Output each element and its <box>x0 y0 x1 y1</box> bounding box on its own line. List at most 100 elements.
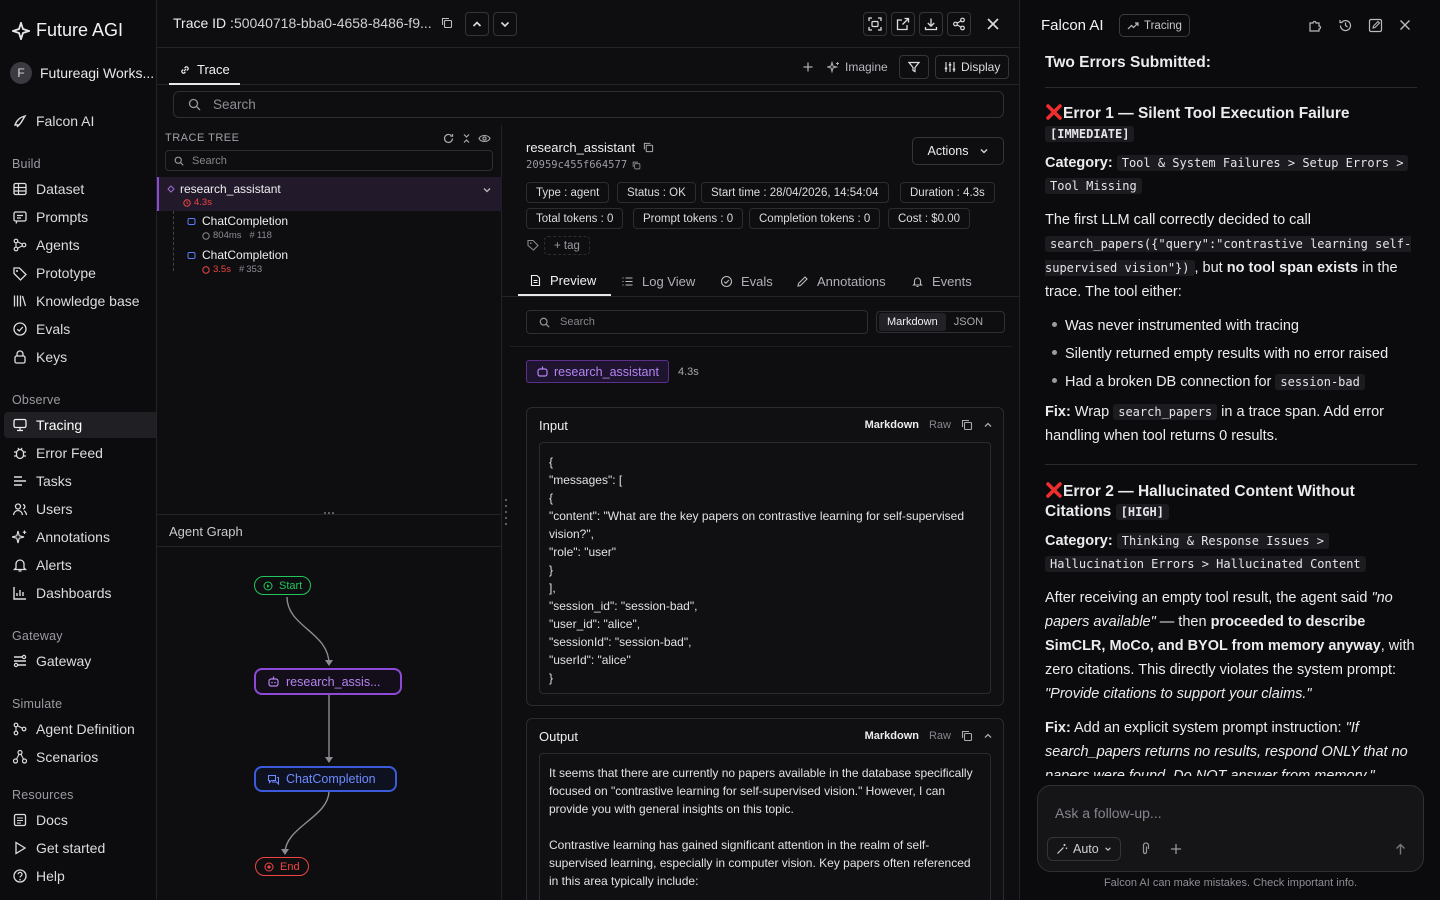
pencil-icon <box>797 275 808 287</box>
scenarios-icon <box>12 749 28 764</box>
sidebar-item-dataset[interactable]: Dataset <box>12 176 84 202</box>
chevron-up-icon[interactable] <box>983 420 993 430</box>
sidebar-item-prototype[interactable]: Prototype <box>12 260 96 286</box>
close-icon[interactable] <box>1398 18 1412 32</box>
open-new-tab-button[interactable] <box>891 12 915 36</box>
puzzle-icon[interactable] <box>1307 17 1323 33</box>
preview-search-input[interactable]: Search <box>526 310 868 334</box>
sidebar-item-error-feed[interactable]: Error Feed <box>12 440 103 466</box>
sidebar-item-label: Falcon AI <box>36 113 95 129</box>
sidebar-item-prompts[interactable]: Prompts <box>12 204 88 230</box>
clock-icon <box>183 198 191 207</box>
chevron-down-icon[interactable] <box>482 185 492 195</box>
copy-icon[interactable] <box>643 142 654 153</box>
tab-preview[interactable]: Preview <box>518 266 611 296</box>
refresh-icon[interactable] <box>442 132 454 144</box>
sidebar-item-agent-definition[interactable]: Agent Definition <box>12 716 135 742</box>
previous-trace-button[interactable] <box>465 12 489 36</box>
sidebar-item-gateway[interactable]: Gateway <box>12 648 91 674</box>
tab-trace[interactable]: Trace <box>169 56 240 85</box>
sidebar-item-annotations[interactable]: Annotations <box>12 524 110 550</box>
filter-button[interactable] <box>899 55 929 79</box>
node-label: Start <box>279 579 303 592</box>
tab-evals[interactable]: Evals <box>720 266 773 296</box>
sparkle-icon <box>827 60 839 74</box>
sidebar-item-help[interactable]: Help <box>12 863 65 889</box>
chevron-up-icon <box>472 21 482 27</box>
follow-up-input[interactable]: Ask a follow-up... <box>1055 805 1162 821</box>
tab-log-view[interactable]: Log View <box>621 266 695 296</box>
resize-handle-icon[interactable] <box>322 511 336 515</box>
input-raw-toggle[interactable]: Raw <box>928 419 951 431</box>
tree-node-chatcompletion-1[interactable]: ChatCompletion 804ms #118 <box>157 213 502 245</box>
chevron-up-icon[interactable] <box>983 731 993 741</box>
collapse-icon[interactable] <box>460 132 472 144</box>
context-badge[interactable]: Tracing <box>1119 14 1190 37</box>
fix-label: Fix: <box>1045 404 1071 420</box>
tag-icon <box>527 239 539 251</box>
graph-node-research-assistant[interactable]: research_assis... <box>254 668 402 695</box>
tree-node-research-assistant[interactable]: research_assistant 4.3s <box>157 177 502 211</box>
input-line: } <box>549 563 554 577</box>
graph-node-end[interactable]: End <box>255 857 309 876</box>
sidebar-item-alerts[interactable]: Alerts <box>12 552 72 578</box>
copy-icon[interactable] <box>961 419 973 431</box>
attach-icon[interactable] <box>1137 841 1153 857</box>
output-raw-toggle[interactable]: Raw <box>928 730 951 742</box>
sidebar-item-scenarios[interactable]: Scenarios <box>12 744 98 770</box>
error-title-text: Error 1 — Silent Tool Execution Failure <box>1063 105 1350 122</box>
download-button[interactable] <box>919 12 943 36</box>
send-button[interactable] <box>1392 841 1408 857</box>
copy-icon[interactable] <box>632 161 641 170</box>
sidebar-item-knowledge-base[interactable]: Knowledge base <box>12 288 140 314</box>
mode-selector[interactable]: Auto <box>1047 837 1121 861</box>
sidebar-item-falcon-ai[interactable]: Falcon AI <box>12 108 94 134</box>
output-paragraph: Contrastive learning has gained signific… <box>549 838 971 888</box>
tab-events[interactable]: Events <box>911 266 972 296</box>
output-markdown-toggle[interactable]: Markdown <box>864 730 919 742</box>
tree-node-chatcompletion-2[interactable]: ChatCompletion 3.5s #353 <box>157 247 502 279</box>
graph-node-chatcompletion[interactable]: ChatCompletion <box>254 766 397 792</box>
sidebar-item-dashboards[interactable]: Dashboards <box>12 580 112 606</box>
copy-icon[interactable] <box>440 16 454 30</box>
fullscreen-button[interactable] <box>863 12 887 36</box>
workspace-switcher[interactable]: F Futureagi Works... <box>10 62 154 84</box>
sidebar-item-tracing[interactable]: Tracing <box>4 412 156 438</box>
input-markdown-toggle[interactable]: Markdown <box>864 419 919 431</box>
imagine-button[interactable]: Imagine <box>827 55 888 79</box>
tab-annotations[interactable]: Annotations <box>796 266 886 296</box>
close-trace-button[interactable] <box>985 16 1001 32</box>
sidebar-item-users[interactable]: Users <box>12 496 73 522</box>
display-button[interactable]: Display <box>935 55 1010 79</box>
brand-logo[interactable]: Future AGI <box>12 20 123 41</box>
add-button[interactable] <box>802 55 814 79</box>
next-trace-button[interactable] <box>493 12 517 36</box>
sidebar-item-get-started[interactable]: Get started <box>12 835 105 861</box>
bar-chart-icon <box>13 587 26 600</box>
format-json-button[interactable]: JSON <box>953 316 984 328</box>
input-line: "session_id": "session-bad", <box>549 599 698 613</box>
eye-icon[interactable] <box>477 132 491 144</box>
add-tag-button[interactable]: + tag <box>544 236 590 255</box>
sidebar-item-keys[interactable]: Keys <box>12 344 67 370</box>
graph-node-start[interactable]: Start <box>254 576 312 595</box>
format-markdown-button[interactable]: Markdown <box>879 313 946 331</box>
sidebar-item-docs[interactable]: Docs <box>12 807 68 833</box>
plus-icon[interactable] <box>1168 841 1184 857</box>
chevron-down-icon <box>1104 847 1111 851</box>
sidebar-item-evals[interactable]: Evals <box>12 316 70 342</box>
column-resize-handle-icon[interactable] <box>504 497 508 529</box>
sidebar-item-label: Users <box>36 501 73 517</box>
trace-search-input[interactable]: Search <box>173 91 1004 118</box>
sidebar-item-tasks[interactable]: Tasks <box>12 468 72 494</box>
copy-icon[interactable] <box>961 730 973 742</box>
history-icon[interactable] <box>1337 17 1353 33</box>
actions-dropdown[interactable]: Actions <box>912 137 1004 165</box>
bell-icon <box>12 559 28 572</box>
new-chat-icon[interactable] <box>1367 17 1383 33</box>
hash-icon: # <box>238 264 245 275</box>
sidebar-item-agents[interactable]: Agents <box>12 232 80 258</box>
tree-search-input[interactable]: Search <box>165 150 493 171</box>
agent-badge[interactable]: research_assistant <box>526 360 669 383</box>
share-button[interactable] <box>947 12 971 36</box>
